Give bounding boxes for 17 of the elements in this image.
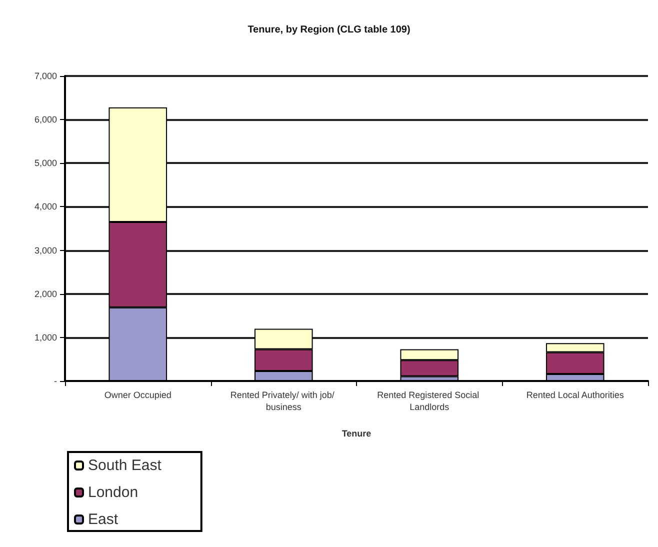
y-tick-label: 7,000 bbox=[34, 71, 57, 81]
legend-label: South East bbox=[88, 457, 162, 474]
legend-label: East bbox=[88, 511, 119, 528]
x-tick-label: Rented Privately/ with job/ business bbox=[230, 390, 337, 412]
y-tick-label: - bbox=[54, 376, 57, 386]
chart-title: Tenure, by Region (CLG table 109) bbox=[248, 24, 410, 36]
x-axis-title: Tenure bbox=[342, 428, 372, 438]
x-tick-label: Rented Local Authorities bbox=[526, 390, 624, 400]
y-tick-label: 5,000 bbox=[34, 158, 57, 168]
x-tick-label: Rented Registered Social Landlords bbox=[377, 390, 482, 412]
y-tick-label: 1,000 bbox=[34, 332, 57, 342]
y-tick-label: 6,000 bbox=[34, 114, 57, 125]
y-tick-label: 3,000 bbox=[34, 245, 57, 256]
y-tick-label: 2,000 bbox=[34, 288, 57, 299]
legend-label: London bbox=[88, 484, 138, 501]
y-tick-label: 4,000 bbox=[34, 202, 57, 212]
x-tick-label: Owner Occupied bbox=[104, 390, 172, 400]
